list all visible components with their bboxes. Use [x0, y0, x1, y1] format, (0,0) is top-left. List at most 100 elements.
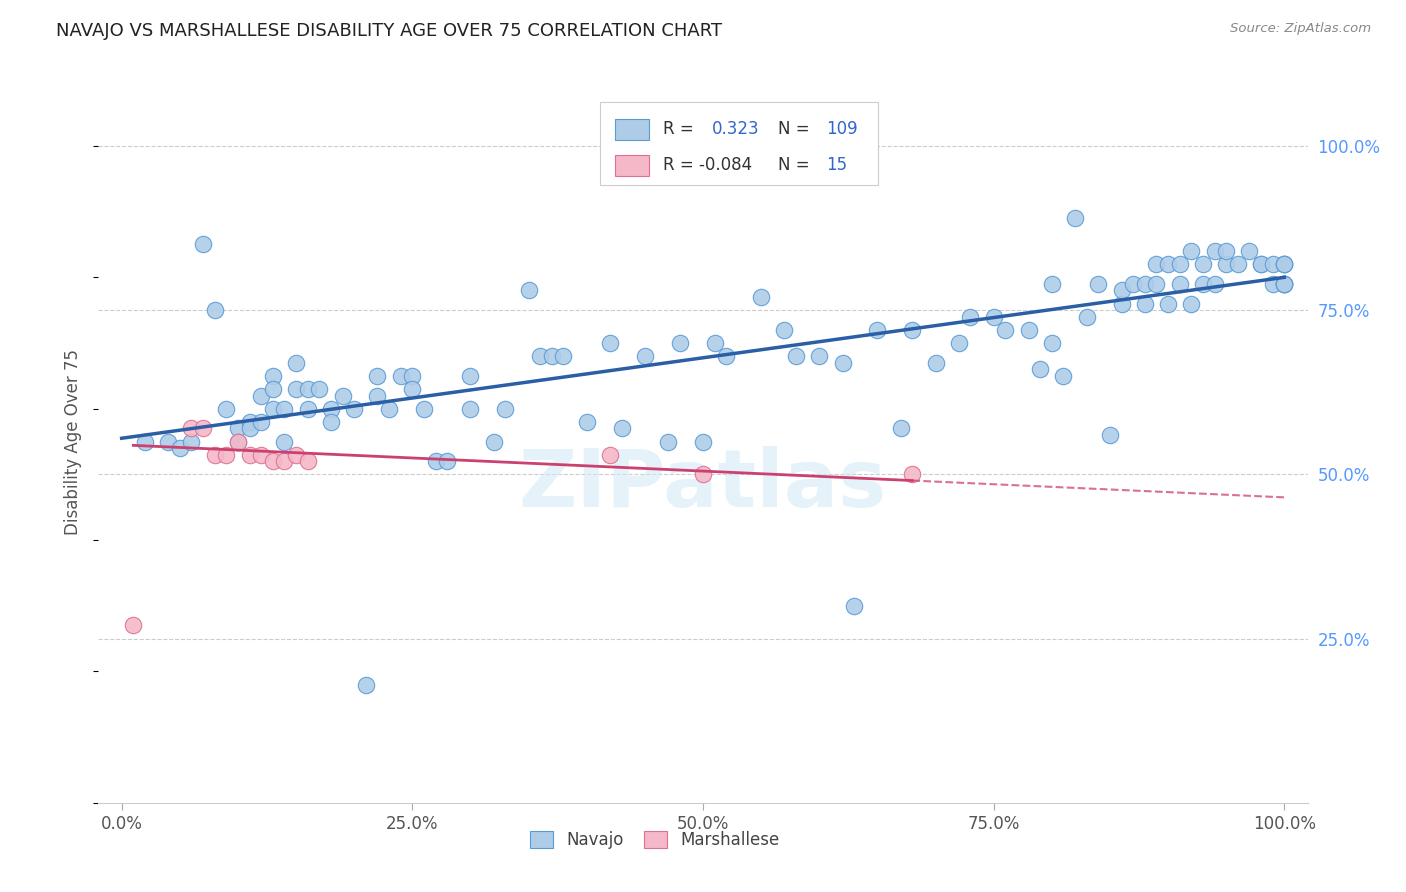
Point: [273, 454, 295, 468]
Point: [297, 382, 319, 396]
Point: [599, 448, 621, 462]
Point: [319, 401, 342, 416]
Point: [1192, 257, 1215, 271]
Point: [460, 401, 482, 416]
Point: [354, 677, 377, 691]
Point: [262, 382, 284, 396]
Point: [668, 336, 690, 351]
Point: [1144, 257, 1167, 271]
Point: [1052, 368, 1074, 383]
Point: [1098, 428, 1121, 442]
Point: [866, 323, 889, 337]
Point: [1122, 277, 1144, 291]
Point: [226, 434, 249, 449]
Point: [191, 237, 214, 252]
Point: [517, 284, 540, 298]
Point: [540, 349, 562, 363]
Point: [436, 454, 458, 468]
Point: [785, 349, 807, 363]
Point: [1215, 244, 1237, 258]
Point: [262, 454, 284, 468]
Point: [1087, 277, 1109, 291]
Point: [1144, 277, 1167, 291]
Point: [308, 382, 330, 396]
Point: [401, 382, 423, 396]
Point: [134, 434, 156, 449]
Point: [425, 454, 447, 468]
Point: [1250, 257, 1272, 271]
Point: [273, 434, 295, 449]
Text: 15: 15: [827, 156, 848, 174]
Point: [959, 310, 981, 324]
Point: [204, 303, 226, 318]
Point: [1261, 277, 1284, 291]
Text: R =: R =: [664, 120, 693, 137]
Point: [460, 368, 482, 383]
Point: [226, 434, 249, 449]
Point: [262, 368, 284, 383]
Point: [1272, 257, 1295, 271]
Point: [1204, 244, 1226, 258]
Point: [1064, 211, 1087, 226]
Point: [994, 323, 1017, 337]
Point: [1168, 257, 1191, 271]
Point: [215, 448, 238, 462]
Point: [1076, 310, 1098, 324]
Point: [343, 401, 366, 416]
Point: [773, 323, 796, 337]
Point: [1272, 277, 1295, 291]
Point: [1029, 362, 1052, 376]
Point: [215, 401, 238, 416]
Text: N =: N =: [778, 120, 810, 137]
Point: [575, 415, 598, 429]
Point: [529, 349, 551, 363]
Point: [262, 401, 284, 416]
Point: [948, 336, 970, 351]
Point: [1133, 277, 1156, 291]
Point: [1204, 277, 1226, 291]
Point: [204, 448, 226, 462]
Point: [1180, 296, 1202, 310]
Point: [297, 401, 319, 416]
Point: [1272, 277, 1295, 291]
FancyBboxPatch shape: [614, 155, 648, 176]
Point: [1272, 257, 1295, 271]
Point: [226, 421, 249, 435]
Point: [180, 421, 202, 435]
Point: [1018, 323, 1040, 337]
Point: [1157, 257, 1180, 271]
Point: [285, 356, 308, 370]
Point: [553, 349, 575, 363]
Point: [401, 368, 423, 383]
Point: [599, 336, 621, 351]
Legend: Navajo, Marshallese: Navajo, Marshallese: [523, 824, 786, 856]
Point: [250, 415, 273, 429]
Point: [273, 401, 295, 416]
Point: [808, 349, 831, 363]
Point: [692, 434, 714, 449]
Text: 109: 109: [827, 120, 858, 137]
Text: NAVAJO VS MARSHALLESE DISABILITY AGE OVER 75 CORRELATION CHART: NAVAJO VS MARSHALLESE DISABILITY AGE OVE…: [56, 22, 723, 40]
Point: [634, 349, 657, 363]
Point: [239, 448, 262, 462]
Point: [716, 349, 738, 363]
Point: [191, 421, 214, 435]
Point: [831, 356, 853, 370]
Point: [389, 368, 412, 383]
Point: [297, 454, 319, 468]
Y-axis label: Disability Age Over 75: Disability Age Over 75: [65, 349, 83, 534]
Point: [1168, 277, 1191, 291]
Point: [983, 310, 1005, 324]
Point: [366, 388, 388, 402]
Point: [319, 415, 342, 429]
Point: [285, 448, 308, 462]
FancyBboxPatch shape: [614, 120, 648, 139]
Point: [1250, 257, 1272, 271]
Point: [1272, 277, 1295, 291]
Point: [1272, 277, 1295, 291]
Point: [239, 421, 262, 435]
Text: 0.323: 0.323: [711, 120, 759, 137]
Point: [180, 434, 202, 449]
Point: [692, 467, 714, 482]
Point: [844, 599, 866, 613]
